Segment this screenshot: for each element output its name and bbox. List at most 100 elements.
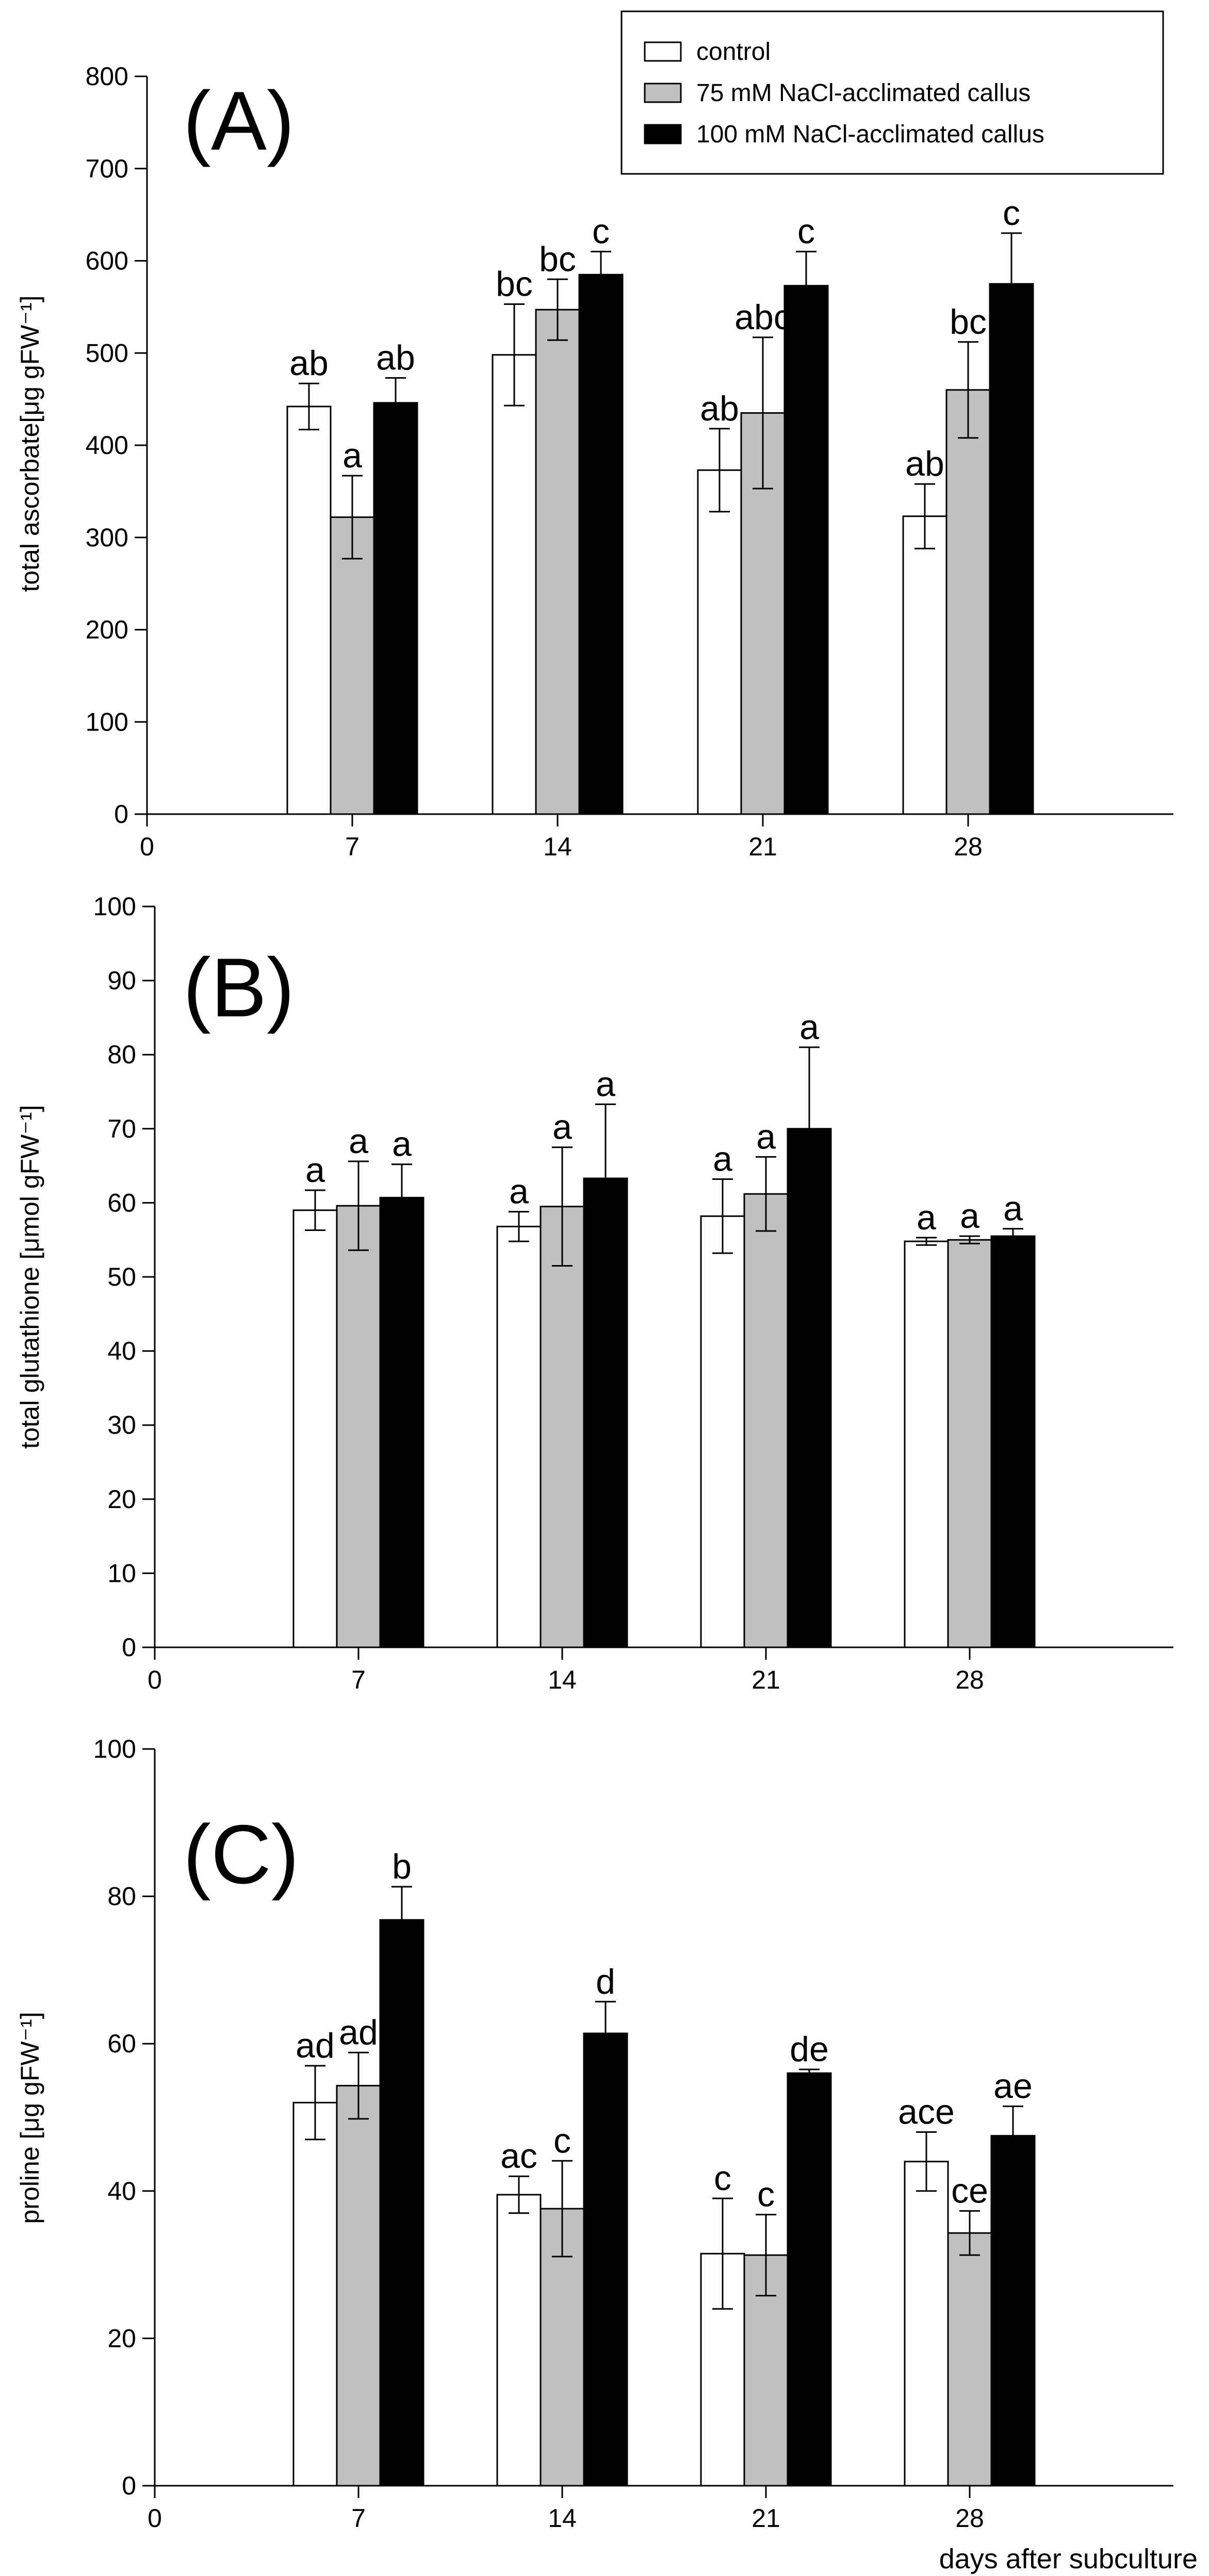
significance-letter: a — [349, 1122, 368, 1161]
y-tick-label: 600 — [86, 247, 128, 276]
chart-panel-1: 0 100 200 300 400 500 600 700 800 0 7 14 21 28 ab a ab bc… — [15, 62, 1173, 861]
significance-letter: ab — [289, 344, 329, 383]
x-tick-label: 7 — [351, 1665, 366, 1694]
bar — [373, 402, 418, 815]
significance-letter: c — [714, 2159, 731, 2198]
legend-label-control: control — [696, 38, 771, 66]
y-tick-label: 80 — [107, 1882, 136, 1911]
y-tick-label: 400 — [86, 431, 128, 460]
significance-letter: bc — [539, 239, 576, 279]
y-tick-label: 100 — [93, 892, 136, 921]
significance-letter: bc — [496, 265, 533, 304]
legend: control 75 mM NaCl-acclimated callus 100… — [620, 10, 1164, 175]
significance-letter: ab — [376, 338, 415, 378]
significance-letter: a — [392, 1125, 412, 1164]
significance-letter: ad — [339, 2013, 378, 2052]
bar — [989, 283, 1034, 815]
y-axis-title: total glutathione [μmol gFW⁻¹] — [15, 1105, 44, 1449]
y-tick-label: 0 — [122, 2471, 136, 2500]
bar — [583, 1177, 628, 1648]
bar — [697, 469, 742, 815]
y-tick-label: 20 — [107, 2324, 136, 2353]
significance-letter: a — [917, 1198, 936, 1237]
significance-letter: a — [509, 1172, 529, 1211]
legend-label-75mm: 75 mM NaCl-acclimated callus — [696, 79, 1031, 107]
significance-letter: ab — [700, 389, 739, 428]
bar — [292, 2101, 338, 2487]
legend-swatch-control — [644, 41, 682, 62]
significance-letter: a — [596, 1064, 615, 1104]
bar — [492, 354, 537, 815]
bar — [902, 515, 947, 815]
y-tick-label: 10 — [107, 1559, 136, 1587]
bar — [336, 1205, 381, 1648]
significance-letter: c — [757, 2175, 775, 2214]
y-tick-label: 700 — [86, 154, 128, 183]
panel-label: (B) — [183, 941, 295, 1034]
x-tick-label: 21 — [751, 2504, 780, 2533]
y-tick-label: 60 — [107, 1188, 136, 1217]
significance-letter: d — [596, 1962, 615, 2001]
y-tick-label: 30 — [107, 1411, 136, 1439]
bar — [700, 1215, 745, 1648]
y-tick-label: 20 — [107, 1485, 136, 1514]
significance-letter: c — [1003, 193, 1020, 233]
bar — [945, 389, 991, 815]
bar — [535, 309, 580, 815]
y-tick-label: 90 — [107, 966, 136, 995]
significance-letter: c — [553, 2121, 571, 2160]
bar — [904, 1240, 949, 1648]
y-tick-label: 0 — [114, 800, 128, 829]
y-tick-label: 200 — [86, 615, 128, 644]
x-tick-label: 28 — [954, 832, 983, 861]
significance-letter: a — [1003, 1189, 1023, 1228]
significance-letter: a — [756, 1117, 776, 1156]
bar — [336, 2085, 381, 2487]
x-tick-label: 0 — [148, 2504, 162, 2533]
x-tick-label: 0 — [140, 832, 154, 861]
significance-letter: ace — [898, 2093, 955, 2132]
significance-letter: a — [713, 1139, 732, 1178]
bar — [787, 2072, 832, 2487]
significance-letter: a — [305, 1151, 325, 1190]
significance-letter: c — [797, 212, 815, 251]
bar — [990, 2135, 1036, 2487]
x-tick-label: 7 — [345, 832, 360, 861]
significance-letter: b — [392, 1847, 412, 1886]
significance-letter: abc — [734, 298, 791, 337]
significance-letter: a — [799, 1008, 819, 1047]
y-tick-label: 80 — [107, 1040, 136, 1069]
y-tick-label: 500 — [86, 338, 128, 367]
bar — [787, 1128, 832, 1648]
bar — [286, 406, 332, 815]
bar — [904, 2161, 949, 2487]
significance-letter: bc — [950, 302, 987, 342]
bar — [496, 2194, 542, 2487]
legend-swatch-100mm — [644, 124, 682, 144]
bar — [783, 285, 829, 815]
bar — [540, 1206, 585, 1648]
y-tick-label: 800 — [86, 62, 128, 91]
significance-letter: ac — [500, 2136, 537, 2176]
panel-label: (C) — [183, 1808, 299, 1901]
bar — [379, 1919, 424, 2487]
x-tick-label: 21 — [748, 832, 777, 861]
y-tick-label: 100 — [86, 707, 128, 736]
y-tick-label: 40 — [107, 1337, 136, 1366]
legend-label-100mm: 100 mM NaCl-acclimated callus — [696, 121, 1044, 148]
x-tick-label: 28 — [955, 2504, 984, 2533]
y-axis-title: proline [μg gFW⁻¹] — [15, 2012, 44, 2224]
x-tick-label: 0 — [148, 1665, 162, 1694]
significance-letter: ce — [951, 2171, 988, 2210]
x-tick-label: 21 — [751, 1665, 780, 1694]
significance-letter: ab — [905, 444, 944, 483]
significance-letter: c — [592, 212, 610, 251]
panel-label: (A) — [183, 74, 295, 168]
bar — [743, 1193, 789, 1648]
y-tick-label: 50 — [107, 1262, 136, 1291]
bar — [990, 1235, 1036, 1648]
bar — [947, 1239, 992, 1648]
x-tick-label: 7 — [351, 2504, 366, 2533]
